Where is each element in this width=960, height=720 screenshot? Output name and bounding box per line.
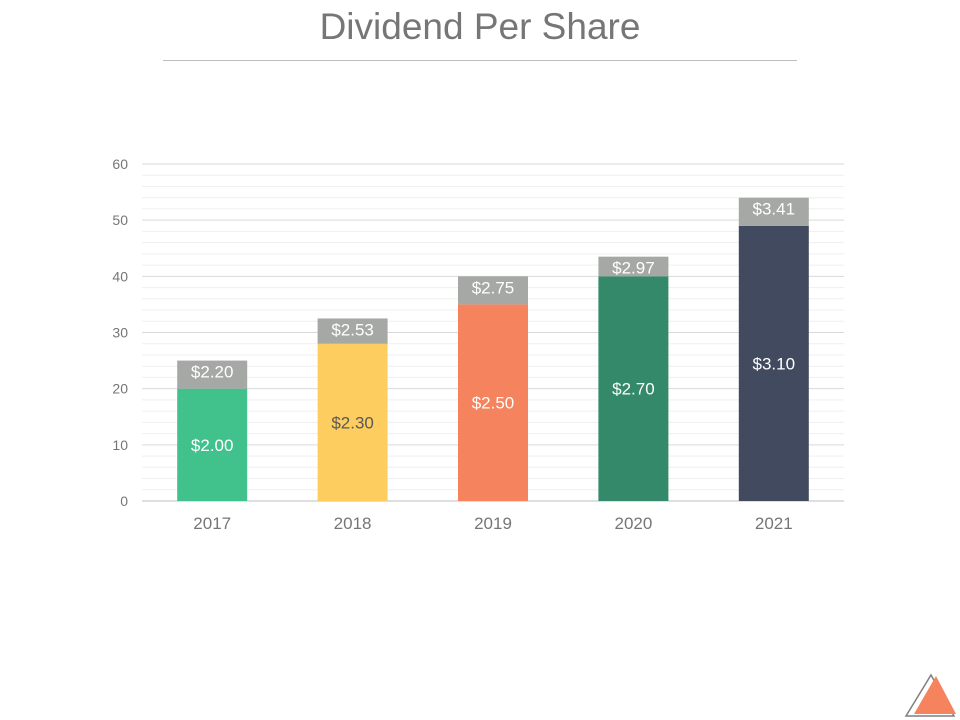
bar-segment xyxy=(738,197,809,226)
data-label: $2.30 xyxy=(331,413,374,432)
bar-segment xyxy=(317,343,388,501)
bar-segment xyxy=(177,360,248,389)
y-tick-label: 30 xyxy=(112,325,128,341)
title-divider xyxy=(163,60,797,61)
x-tick-label: 2021 xyxy=(755,514,793,533)
data-label: $2.75 xyxy=(472,278,515,297)
y-tick-label: 40 xyxy=(112,268,128,284)
bar-segment xyxy=(458,304,528,501)
bar-segment xyxy=(598,256,669,277)
x-tick-label: 2019 xyxy=(474,514,512,533)
bar-segment xyxy=(598,276,669,501)
y-tick-label: 60 xyxy=(112,156,128,172)
y-tick-label: 0 xyxy=(120,493,128,509)
y-tick-label: 10 xyxy=(112,437,128,453)
data-label: $2.00 xyxy=(191,436,234,455)
x-tick-label: 2020 xyxy=(614,514,652,533)
x-tick-label: 2017 xyxy=(193,514,231,533)
data-label: $3.10 xyxy=(753,354,796,373)
bar-segment xyxy=(458,276,528,305)
triangle-logo-icon xyxy=(904,673,956,717)
data-label: $3.41 xyxy=(753,200,796,219)
x-tick-label: 2018 xyxy=(334,514,372,533)
bar-segment xyxy=(317,318,388,344)
bar-segment xyxy=(177,388,248,501)
y-tick-label: 50 xyxy=(112,212,128,228)
data-label: $2.50 xyxy=(472,394,515,413)
data-label: $2.20 xyxy=(191,363,234,382)
data-label: $2.70 xyxy=(612,380,655,399)
slide-title: Dividend Per Share xyxy=(319,6,641,47)
y-tick-label: 20 xyxy=(112,381,128,397)
data-label: $2.97 xyxy=(612,259,655,278)
data-label: $2.53 xyxy=(331,320,374,339)
bar-segment xyxy=(738,225,809,502)
